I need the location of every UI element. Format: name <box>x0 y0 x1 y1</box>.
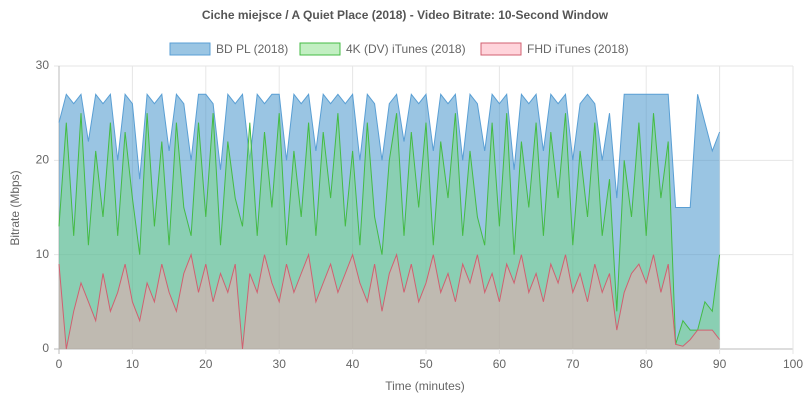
x-tick-label: 90 <box>713 357 727 371</box>
y-axis-title: Bitrate (Mbps) <box>8 170 22 245</box>
legend-swatch <box>480 42 522 56</box>
legend-label: BD PL (2018) <box>216 42 288 56</box>
chart-title: Ciche miejsce / A Quiet Place (2018) - V… <box>202 8 609 22</box>
y-tick-label: 10 <box>36 247 50 261</box>
x-tick-label: 30 <box>273 357 287 371</box>
y-tick-label: 30 <box>36 58 50 72</box>
area-line <box>58 252 720 350</box>
area-line <box>58 92 721 208</box>
legend-label: FHD iTunes (2018) <box>527 42 629 56</box>
y-tick-label: 20 <box>36 153 50 167</box>
x-tick-label: 70 <box>566 357 580 371</box>
area-line <box>58 113 721 345</box>
legend-swatch <box>299 42 341 56</box>
area-fill <box>59 254 720 349</box>
x-tick-label: 40 <box>346 357 360 371</box>
x-tick-label: 20 <box>199 357 213 371</box>
x-tick-label: 10 <box>126 357 140 371</box>
area-fill <box>59 94 720 349</box>
area-fill <box>59 113 720 349</box>
x-tick-label: 0 <box>56 357 63 371</box>
x-tick-label: 100 <box>783 357 803 371</box>
x-tick-label: 60 <box>493 357 507 371</box>
legend-swatch <box>169 42 211 56</box>
x-axis-title: Time (minutes) <box>385 379 465 393</box>
y-tick-label: 0 <box>42 341 49 355</box>
legend-label: 4K (DV) iTunes (2018) <box>346 42 466 56</box>
x-tick-label: 50 <box>419 357 433 371</box>
x-tick-label: 80 <box>640 357 654 371</box>
